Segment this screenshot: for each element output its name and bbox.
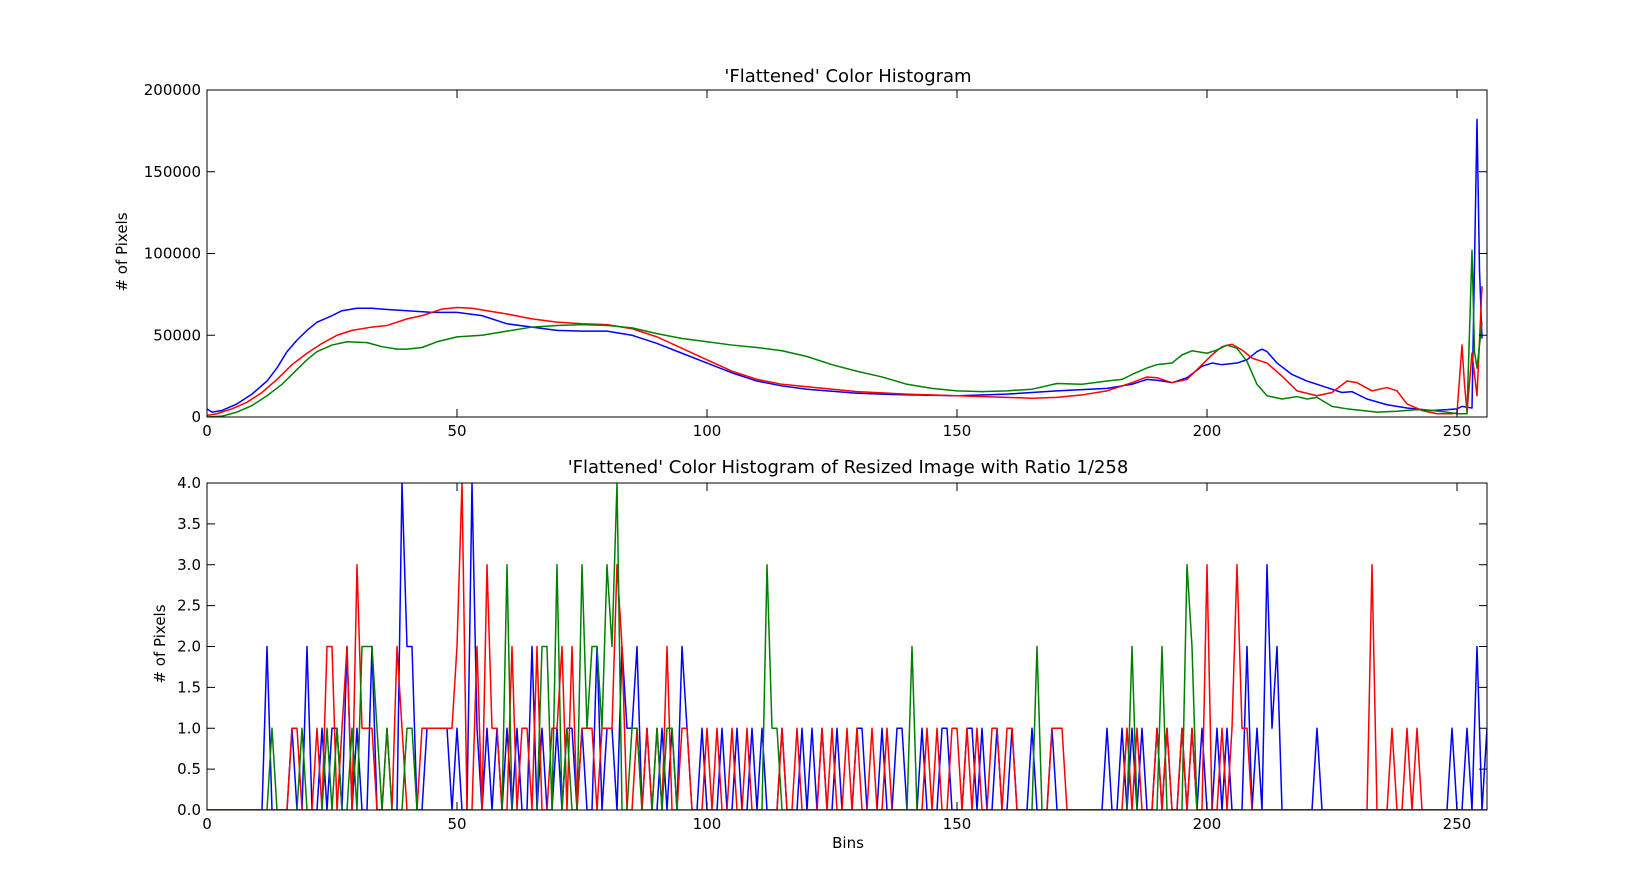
top-chart-green-line (207, 249, 1483, 417)
bottom-chart-x-tick-label: 0 (202, 815, 212, 833)
bottom-chart-x-tick-label: 150 (943, 815, 972, 833)
top-chart-y-tick-label: 0 (191, 408, 201, 426)
bottom-chart-x-tick-label: 250 (1443, 815, 1472, 833)
bottom-chart-x-tick-label: 200 (1193, 815, 1222, 833)
bottom-chart-red-line (207, 483, 1487, 810)
bottom-chart-y-tick-label: 2.5 (177, 597, 201, 615)
top-chart-x-tick-label: 100 (693, 422, 722, 440)
top-chart-y-axis-label: # of Pixels (113, 212, 131, 291)
bottom-chart-y-tick-label: 1.0 (177, 719, 201, 737)
bottom-chart-x-tick-label: 100 (693, 815, 722, 833)
top-chart-y-tick-label: 150000 (144, 163, 201, 181)
bottom-chart-x-tick-label: 50 (447, 815, 466, 833)
bottom-chart-y-tick-label: 3.5 (177, 515, 201, 533)
bottom-chart-series-group (207, 483, 1487, 810)
bottom-chart-y-tick-label: 4.0 (177, 474, 201, 492)
top-chart-series-group (207, 118, 1483, 417)
bottom-chart-title: 'Flattened' Color Histogram of Resized I… (568, 457, 1129, 478)
top-chart-x-tick-label: 0 (202, 422, 212, 440)
bottom-chart-blue-line (207, 483, 1487, 810)
top-chart-y-tick-label: 200000 (144, 81, 201, 99)
bottom-chart-y-tick-label: 3.0 (177, 556, 201, 574)
bottom-chart-y-tick-label: 2.0 (177, 638, 201, 656)
top-chart-red-line (207, 286, 1483, 417)
top-chart-y-tick-label: 50000 (153, 326, 201, 344)
top-chart-x-tick-label: 50 (447, 422, 466, 440)
top-chart-y-tick-label: 100000 (144, 245, 201, 263)
top-chart-x-tick-label: 150 (943, 422, 972, 440)
bottom-histogram-chart: 'Flattened' Color Histogram of Resized I… (151, 457, 1488, 852)
bottom-chart-x-axis-label: Bins (832, 834, 864, 852)
top-chart-x-tick-label: 200 (1193, 422, 1222, 440)
top-chart-title: 'Flattened' Color Histogram (724, 66, 971, 87)
top-histogram-chart: 'Flattened' Color Histogram # of Pixels … (113, 66, 1488, 440)
bottom-chart-y-tick-label: 0.5 (177, 760, 201, 778)
bottom-chart-y-tick-label: 0.0 (177, 801, 201, 819)
top-chart-x-tick-label: 250 (1443, 422, 1472, 440)
bottom-chart-y-axis-label: # of Pixels (151, 604, 169, 683)
bottom-chart-y-tick-label: 1.5 (177, 678, 201, 696)
